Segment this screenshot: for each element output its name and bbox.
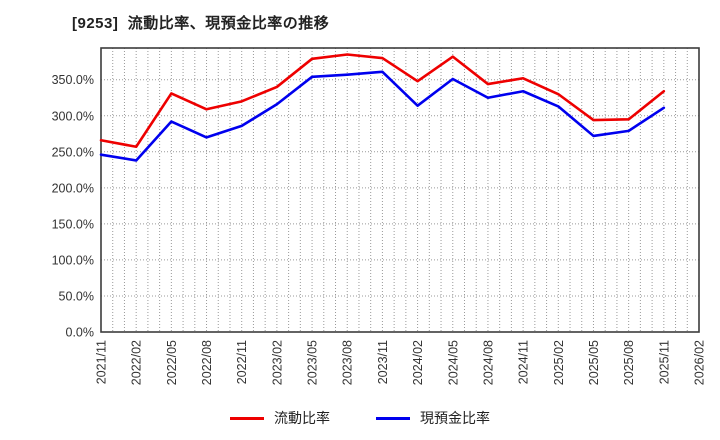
x-tick-label: 2025/11 [657, 340, 671, 384]
line-chart: 0.0% 50.0% 100.0% 150.0% 200.0% 250.0% 300.0% 3… [52, 47, 707, 385]
x-tick-label: 2023/11 [376, 340, 390, 384]
legend-line-blue [376, 416, 410, 420]
x-tick-label: 2022/08 [200, 340, 214, 385]
y-tick-label: 250.0% [52, 145, 94, 159]
legend-item-cash-ratio: 現預金比率 [376, 408, 490, 428]
y-tick-label: 150.0% [52, 217, 94, 231]
legend-label-current-ratio: 流動比率 [274, 410, 330, 426]
y-tick-label: 200.0% [52, 181, 94, 195]
x-tick-label: 2024/08 [481, 340, 495, 385]
plot-frame [100, 47, 700, 333]
legend-line-red [230, 416, 264, 420]
x-axis-labels: 2021/11 2022/02 2022/05 2022/08 2022/11 2023/… [95, 340, 707, 385]
y-axis-labels: 0.0% 50.0% 100.0% 150.0% 200.0% 250.0% 300.0% 3… [52, 73, 94, 339]
y-tick-label: 100.0% [52, 253, 94, 267]
x-tick-label: 2023/05 [306, 340, 320, 385]
series-line-0 [99, 53, 666, 149]
x-tick-label: 2024/11 [517, 340, 531, 384]
legend-item-current-ratio: 流動比率 [230, 408, 330, 428]
chart-legend: 流動比率 現預金比率 [0, 403, 720, 433]
y-tick-label: 50.0% [59, 289, 94, 303]
x-tick-label: 2024/02 [411, 340, 425, 385]
x-tick-label: 2022/05 [165, 340, 179, 385]
x-tick-label: 2024/05 [446, 340, 460, 385]
x-tick-label: 2025/05 [587, 340, 601, 385]
y-tick-label: 300.0% [52, 109, 94, 123]
x-tick-label: 2026/02 [693, 340, 707, 385]
x-tick-label: 2022/11 [235, 340, 249, 384]
legend-label-cash-ratio: 現預金比率 [420, 410, 490, 426]
y-tick-label: 0.0% [66, 326, 95, 340]
x-tick-label: 2025/08 [622, 340, 636, 385]
x-tick-label: 2023/02 [270, 340, 284, 385]
x-tick-label: 2025/02 [552, 340, 566, 385]
series-line-1 [99, 70, 666, 162]
x-tick-label: 2021/11 [95, 340, 109, 384]
x-tick-label: 2022/02 [130, 340, 144, 385]
y-tick-label: 350.0% [52, 73, 94, 87]
x-tick-label: 2023/08 [341, 340, 355, 385]
gridlines [101, 48, 699, 332]
chart-title: [9253] 流動比率、現預金比率の推移 [72, 15, 330, 32]
